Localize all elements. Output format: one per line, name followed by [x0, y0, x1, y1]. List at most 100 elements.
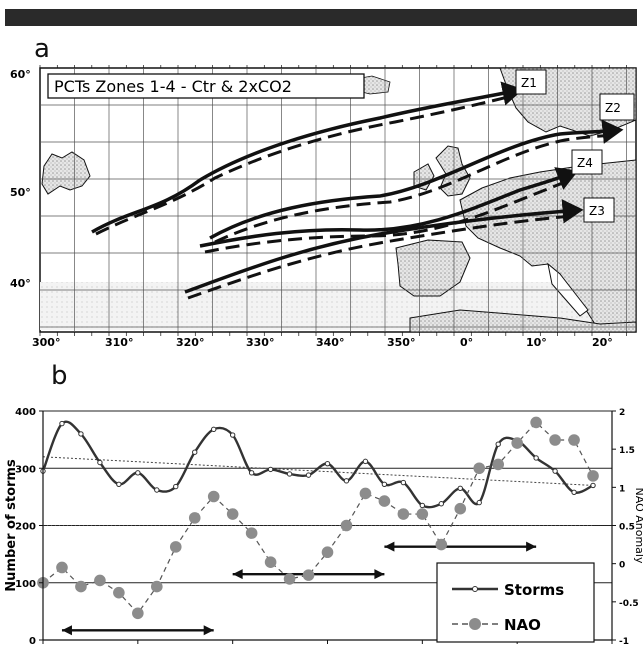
track-z1-ctr: [91, 81, 524, 234]
panel-b-letter: b: [51, 361, 68, 391]
track-z2-ctr: [209, 119, 624, 240]
zone-label-z2: Z2: [605, 101, 621, 115]
period-arrow-head-right: [526, 541, 537, 552]
storms-point: [324, 460, 331, 467]
storms-point: [419, 502, 426, 509]
lon-label: 320°: [176, 336, 204, 349]
y-tick-label: 400: [15, 407, 36, 418]
nao-point: [416, 508, 429, 520]
lon-label: 10°: [526, 336, 547, 349]
nao-point: [226, 508, 239, 520]
nao-point: [283, 573, 296, 585]
legend-nao-marker: [469, 618, 481, 630]
lon-label: 340°: [316, 336, 344, 349]
storms-point: [97, 459, 103, 466]
y-tick-label: 0: [29, 636, 36, 645]
map-graticule: [39, 65, 636, 336]
storms-point: [457, 485, 463, 491]
chart-legend: Storms NAO: [436, 562, 595, 643]
legend-storms-label: Storms: [504, 581, 564, 599]
y2-tick-label: 1: [619, 484, 625, 494]
nao-point: [94, 574, 106, 587]
zone-labels: Z1 Z2 Z4 Z3: [515, 69, 635, 223]
y2-tick-label: -1: [619, 637, 629, 645]
lon-label: 20°: [592, 336, 613, 349]
chart-axes: 0100200300400-1-0.500.511.52196519701975…: [15, 407, 639, 645]
nao-point: [169, 541, 182, 553]
storms-point: [173, 483, 179, 490]
panel-a-letter: a: [34, 34, 50, 64]
lon-label: 300°: [32, 336, 60, 349]
period-arrow-head-left: [61, 625, 72, 636]
nao-point: [340, 519, 353, 532]
storms-point: [362, 458, 369, 465]
storms-point: [400, 479, 407, 486]
y2-tick-label: 2: [619, 408, 625, 418]
nao-point: [151, 580, 163, 593]
y-tick-label: 200: [15, 522, 36, 533]
period-arrow-head-left: [384, 541, 395, 552]
storms-point: [305, 472, 312, 478]
storm-tracks: [91, 81, 624, 300]
legend-box: [436, 562, 595, 643]
storm-track-map: 60° 50° 40° 300° 310° 320° 330° 340° 350° 0° 10…: [10, 65, 637, 349]
map-title-box: [47, 73, 365, 99]
period-arrow-head-right: [374, 569, 385, 580]
nao-point: [245, 527, 258, 539]
nao-point: [397, 508, 410, 520]
nao-point: [378, 495, 391, 507]
nao-point: [56, 561, 68, 574]
storms-point: [533, 455, 539, 461]
nao-point: [321, 546, 334, 559]
lat-label-60: 60°: [10, 68, 31, 81]
lon-label: 0°: [460, 336, 473, 349]
lon-label: 330°: [246, 336, 274, 349]
nao-point: [435, 538, 448, 551]
header-bar: [5, 9, 637, 26]
map-title: PCTs Zones 1-4 - Ctr & 2xCO2: [54, 77, 292, 96]
y2-tick-label: 0: [619, 561, 625, 571]
track-z2-2xco2: [214, 133, 615, 244]
lat-label-40: 40°: [10, 277, 31, 290]
zone-label-z4: Z4: [577, 156, 593, 170]
nao-point: [264, 556, 277, 568]
storms-point: [571, 489, 577, 495]
y-axis-label: Number of storms: [4, 459, 19, 592]
track-z1-2xco2: [95, 94, 513, 236]
storms-point: [135, 470, 141, 476]
storms-point: [116, 481, 122, 487]
storms-point: [154, 487, 160, 493]
nao-point: [454, 502, 467, 515]
zone-label-z3: Z3: [589, 204, 605, 218]
lon-label: 350°: [387, 336, 415, 349]
storms-point: [552, 468, 558, 474]
nao-point: [568, 434, 580, 446]
lon-labels: 300° 310° 320° 330° 340° 350° 0° 10° 20°: [32, 336, 613, 349]
lat-label-50: 50°: [10, 186, 31, 199]
nao-point: [359, 487, 372, 500]
nao-point: [473, 462, 486, 475]
lon-label: 310°: [105, 336, 133, 349]
chart-series: [37, 416, 599, 620]
nao-point: [75, 580, 87, 593]
storms-point: [343, 478, 350, 484]
track-z4-2xco2: [204, 178, 571, 254]
y2-tick-label: 1.5: [619, 446, 635, 456]
storms-point: [286, 471, 293, 477]
nao-point: [302, 569, 315, 581]
y-tick-label: 300: [15, 464, 36, 475]
storms-point: [438, 501, 444, 507]
nao-point: [207, 490, 220, 503]
legend-storms-marker: [472, 586, 478, 592]
period-arrow-head-left: [232, 569, 243, 580]
y2-tick-label: -0.5: [619, 599, 639, 609]
storms-point: [381, 481, 388, 487]
track-z4-ctr: [199, 167, 579, 248]
storms-point: [59, 420, 65, 427]
period-arrows: [61, 541, 537, 636]
y2-axis-label: NAO Anomaly: [633, 488, 643, 564]
nao-point: [530, 416, 542, 429]
nao-point: [549, 434, 561, 446]
period-arrow-head-right: [203, 625, 214, 636]
nao-point: [188, 512, 201, 524]
